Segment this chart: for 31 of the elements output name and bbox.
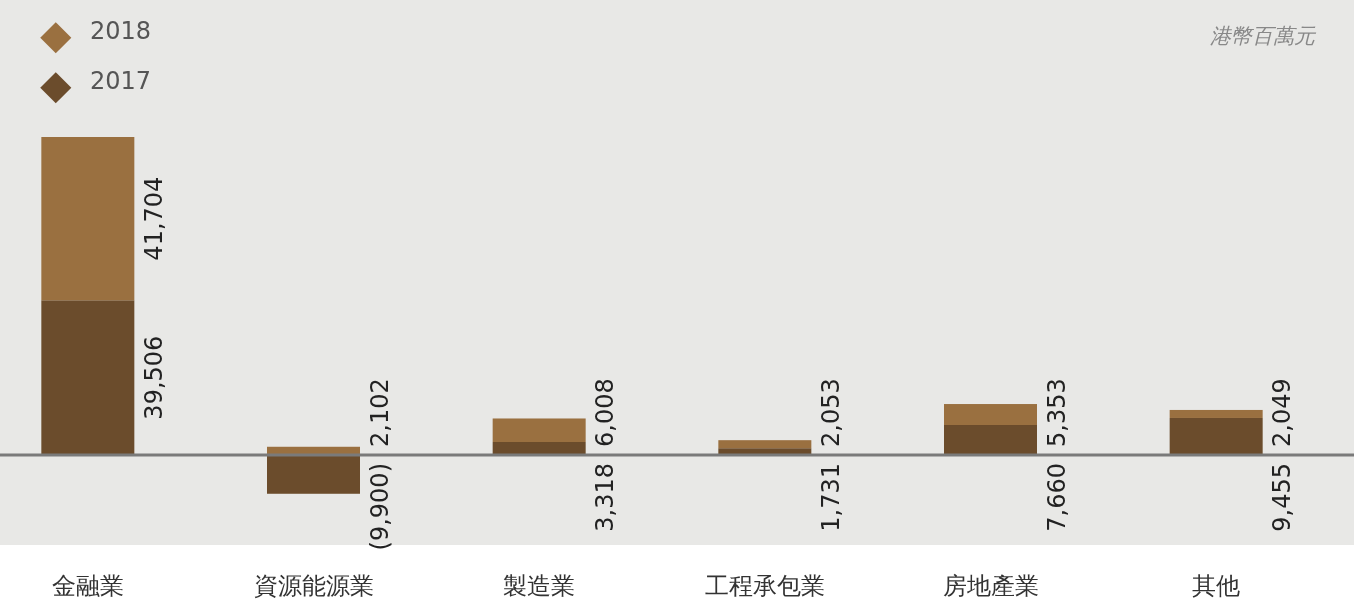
x-tick-label: 房地產業 xyxy=(942,572,1039,600)
bar xyxy=(718,440,812,449)
legend-label: 2017 xyxy=(90,67,152,95)
bar xyxy=(944,404,1037,426)
data-label: 6,008 xyxy=(591,378,620,447)
data-label: 39,506 xyxy=(139,335,168,420)
x-tick-label: 工程承包業 xyxy=(704,572,825,600)
data-label: 5,353 xyxy=(1042,378,1071,447)
bar xyxy=(492,442,586,455)
x-tick-label: 資源能源業 xyxy=(253,572,374,600)
data-label: 2,102 xyxy=(365,378,394,447)
data-label: 9,455 xyxy=(1268,463,1297,532)
bar xyxy=(492,418,586,443)
bar xyxy=(944,425,1037,455)
bar xyxy=(1169,409,1263,418)
bar xyxy=(267,455,360,494)
text: 港幣百萬元 xyxy=(1210,24,1317,48)
x-tick-label: 製造業 xyxy=(503,572,576,600)
data-label: (9,900) xyxy=(365,463,394,551)
data-label: 2,053 xyxy=(816,378,845,447)
x-tick-label: 其他 xyxy=(1192,572,1241,600)
data-label: 41,704 xyxy=(139,176,168,261)
data-label: 3,318 xyxy=(591,463,620,532)
legend-label: 2018 xyxy=(90,17,152,45)
data-label: 7,660 xyxy=(1042,463,1071,532)
x-tick-label: 金融業 xyxy=(51,572,124,600)
bar xyxy=(41,300,135,455)
data-label: 2,049 xyxy=(1268,378,1297,447)
data-label: 1,731 xyxy=(816,463,845,532)
bar xyxy=(1169,417,1263,455)
bar xyxy=(41,137,135,301)
